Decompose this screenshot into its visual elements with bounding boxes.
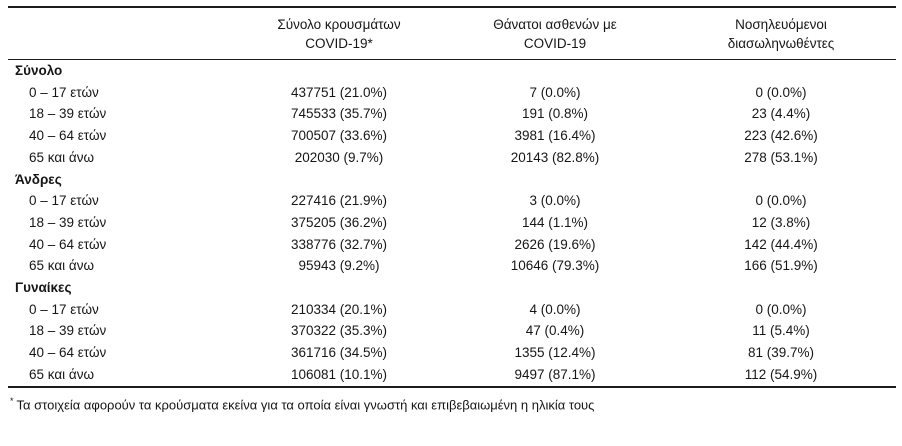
row-label: 18 – 39 ετών [29,323,107,339]
footnote-text: Τα στοιχεία αφορούν τα κρούσματα εκείνα … [16,396,595,412]
cases-value: 700507 (33.6%) [290,128,388,144]
table-header-row: Σύνολο κρουσμάτων COVID-19* Θάνατοι ασθε… [8,7,896,60]
deaths-value: 3 (0.0%) [529,193,581,209]
deaths-value: 3981 (16.4%) [514,128,596,144]
deaths-value: 4 (0.0%) [529,301,581,317]
row-label: 40 – 64 ετών [29,128,107,144]
row-label: 18 – 39 ετών [29,214,107,230]
intubated-value: 112 (54.9%) [666,363,896,388]
row-label: 0 – 17 ετών [29,301,99,317]
table-row: 40 – 64 ετών 361716 (34.5%) 1355 (12.4%)… [8,342,896,364]
intubated-value: 142 (44.4%) [744,236,818,252]
intubated-value: 81 (39.7%) [747,345,815,361]
cases-value: 95943 (9.2%) [298,258,380,274]
deaths-value: 2626 (19.6%) [514,236,596,252]
intubated-value: 0 (0.0%) [755,84,807,100]
header-total-cases: Σύνολο κρουσμάτων COVID-19* [234,7,444,60]
covid-stats-page: Σύνολο κρουσμάτων COVID-19* Θάνατοι ασθε… [0,6,902,446]
deaths-value: 191 (0.8%) [521,106,589,122]
deaths-value: 47 (0.4%) [525,323,585,339]
intubated-value: 0 (0.0%) [755,301,807,317]
group-row-women: Γυναίκες [8,277,896,299]
header-intubated: Νοσηλευόμενοι διασωληνωθέντες [666,7,896,60]
intubated-value: 12 (3.8%) [751,214,811,230]
intubated-value: 166 (51.9%) [744,258,818,274]
group-label: Άνδρες [15,171,62,187]
intubated-value: 23 (4.4%) [751,106,811,122]
intubated-value: 223 (42.6%) [744,128,818,144]
group-row-men: Άνδρες [8,169,896,191]
header-empty-cell [8,7,234,60]
table-row: 40 – 64 ετών 700507 (33.6%) 3981 (16.4%)… [8,125,896,147]
intubated-value: 11 (5.4%) [752,323,810,339]
table-row: 65 και άνω 106081 (10.1%) 9497 (87.1%) 1… [8,363,896,388]
table-row: 0 – 17 ετών 227416 (21.9%) 3 (0.0%) 0 (0… [8,190,896,212]
header-intubated-label: Νοσηλευόμενοι διασωληνωθέντες [727,17,835,51]
row-label: 65 και άνω [29,149,95,165]
row-label: 0 – 17 ετών [29,193,99,209]
deaths-value: 10646 (79.3%) [510,258,600,274]
deaths-value: 1355 (12.4%) [514,345,596,361]
row-label: 0 – 17 ετών [29,84,99,100]
table-row: 40 – 64 ετών 338776 (32.7%) 2626 (19.6%)… [8,234,896,256]
cases-value: 375205 (36.2%) [290,214,388,230]
cases-value: 210334 (20.1%) [290,301,388,317]
cases-value: 227416 (21.9%) [290,193,388,209]
table-row: 18 – 39 ετών 375205 (36.2%) 144 (1.1%) 1… [8,212,896,234]
header-total-cases-label: Σύνολο κρουσμάτων COVID-19* [277,17,401,51]
group-label: Γυναίκες [15,280,72,296]
footnote-asterisk: * [10,395,14,406]
group-row-total: Σύνολο [8,60,896,82]
header-deaths-label: Θάνατοι ασθενών με COVID-19 [493,17,617,51]
intubated-value: 278 (53.1%) [744,149,818,165]
row-label: 65 και άνω [29,258,95,274]
deaths-value: 144 (1.1%) [521,214,589,230]
table-row: 18 – 39 ετών 370322 (35.3%) 47 (0.4%) 11… [8,320,896,342]
table-row: 65 και άνω 202030 (9.7%) 20143 (82.8%) 2… [8,147,896,169]
table-row: 18 – 39 ετών 745533 (35.7%) 191 (0.8%) 2… [8,103,896,125]
deaths-value: 7 (0.0%) [529,84,581,100]
row-label: 65 και άνω [8,363,234,388]
table-row: 65 και άνω 95943 (9.2%) 10646 (79.3%) 16… [8,255,896,277]
row-label: 18 – 39 ετών [29,106,107,122]
row-label: 40 – 64 ετών [29,236,107,252]
covid-age-stats-table: Σύνολο κρουσμάτων COVID-19* Θάνατοι ασθε… [8,6,896,388]
cases-value: 202030 (9.7%) [294,149,384,165]
cases-value: 361716 (34.5%) [290,345,388,361]
table-row: 0 – 17 ετών 437751 (21.0%) 7 (0.0%) 0 (0… [8,82,896,104]
cases-value: 106081 (10.1%) [234,363,444,388]
header-deaths: Θάνατοι ασθενών με COVID-19 [444,7,666,60]
cases-value: 437751 (21.0%) [290,84,388,100]
cases-value: 370322 (35.3%) [290,323,388,339]
row-label: 40 – 64 ετών [29,345,107,361]
group-label: Σύνολο [15,63,63,78]
cases-value: 338776 (32.7%) [290,236,388,252]
table-row: 0 – 17 ετών 210334 (20.1%) 4 (0.0%) 0 (0… [8,299,896,321]
cases-value: 745533 (35.7%) [290,106,388,122]
deaths-value: 9497 (87.1%) [444,363,666,388]
intubated-value: 0 (0.0%) [755,193,807,209]
footnote: * Τα στοιχεία αφορούν τα κρούσματα εκείνα… [10,393,902,413]
deaths-value: 20143 (82.8%) [510,149,600,165]
